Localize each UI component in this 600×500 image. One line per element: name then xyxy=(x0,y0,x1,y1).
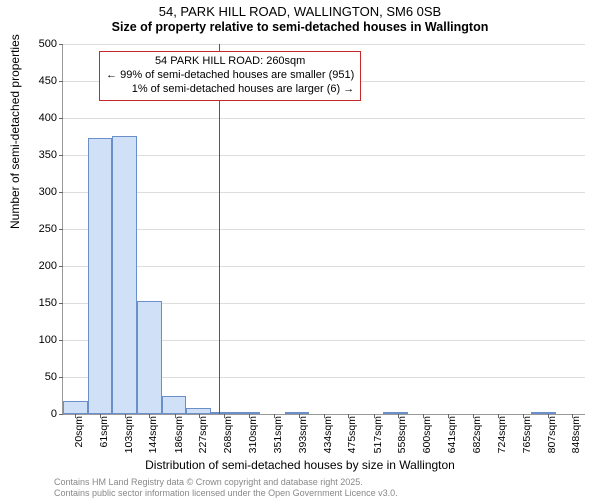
footer-line1: Contains HM Land Registry data © Crown c… xyxy=(54,477,398,487)
gridline xyxy=(63,155,585,156)
annotation-line3: 1% of semi-detached houses are larger (6… xyxy=(106,83,354,97)
footer: Contains HM Land Registry data © Crown c… xyxy=(54,477,398,498)
y-tick-label: 400 xyxy=(23,112,57,124)
title-address: 54, PARK HILL ROAD, WALLINGTON, SM6 0SB xyxy=(0,4,600,19)
annotation-line1: 54 PARK HILL ROAD: 260sqm xyxy=(106,55,354,69)
x-tick-label: 517sqm xyxy=(372,416,384,453)
y-axis-title-text: Number of semi-detached properties xyxy=(8,34,22,229)
annotation-box: 54 PARK HILL ROAD: 260sqm ← 99% of semi-… xyxy=(99,51,361,100)
y-tick-label: 150 xyxy=(23,297,57,309)
y-tick xyxy=(59,44,63,45)
y-tick xyxy=(59,81,63,82)
x-tick-label: 765sqm xyxy=(521,416,533,453)
y-axis-title: Number of semi-detached properties xyxy=(8,34,22,229)
y-tick xyxy=(59,192,63,193)
x-tick-label: 351sqm xyxy=(272,416,284,453)
y-tick xyxy=(59,266,63,267)
x-tick-label: 724sqm xyxy=(496,416,508,453)
y-tick-label: 0 xyxy=(23,408,57,420)
x-tick-label: 558sqm xyxy=(396,416,408,453)
x-tick-label: 682sqm xyxy=(471,416,483,453)
x-tick-label: 186sqm xyxy=(173,416,185,453)
y-tick-label: 200 xyxy=(23,260,57,272)
x-axis-title: Distribution of semi-detached houses by … xyxy=(0,458,600,472)
y-tick-label: 450 xyxy=(23,75,57,87)
histogram-bar xyxy=(137,301,162,414)
title-subtitle: Size of property relative to semi-detach… xyxy=(0,20,600,34)
x-tick-label: 103sqm xyxy=(123,416,135,453)
x-tick-label: 268sqm xyxy=(222,416,234,453)
gridline xyxy=(63,192,585,193)
histogram-bar xyxy=(285,412,310,414)
histogram-bar xyxy=(88,138,113,414)
x-tick-label: 227sqm xyxy=(197,416,209,453)
y-tick-label: 50 xyxy=(23,371,57,383)
chart-container: 54, PARK HILL ROAD, WALLINGTON, SM6 0SB … xyxy=(0,0,600,500)
y-tick-label: 350 xyxy=(23,149,57,161)
footer-line2: Contains public sector information licen… xyxy=(54,488,398,498)
histogram-bar xyxy=(235,412,260,414)
y-tick-label: 100 xyxy=(23,334,57,346)
x-tick-label: 20sqm xyxy=(73,416,85,448)
gridline xyxy=(63,266,585,267)
histogram-bar xyxy=(162,396,187,414)
y-tick xyxy=(59,118,63,119)
y-tick-label: 500 xyxy=(23,38,57,50)
x-tick-label: 848sqm xyxy=(570,416,582,453)
x-tick-label: 434sqm xyxy=(322,416,334,453)
annotation-line2: ← 99% of semi-detached houses are smalle… xyxy=(106,69,354,83)
gridline xyxy=(63,118,585,119)
y-tick xyxy=(59,155,63,156)
title-block: 54, PARK HILL ROAD, WALLINGTON, SM6 0SB … xyxy=(0,0,600,34)
histogram-bar xyxy=(63,401,88,414)
y-tick-label: 250 xyxy=(23,223,57,235)
x-tick-label: 310sqm xyxy=(247,416,259,453)
x-tick-label: 475sqm xyxy=(346,416,358,453)
y-tick-label: 300 xyxy=(23,186,57,198)
y-tick xyxy=(59,340,63,341)
x-tick-label: 807sqm xyxy=(546,416,558,453)
x-tick-label: 600sqm xyxy=(421,416,433,453)
y-tick xyxy=(59,303,63,304)
histogram-bar xyxy=(112,136,137,414)
x-tick-label: 393sqm xyxy=(297,416,309,453)
x-tick-label: 641sqm xyxy=(446,416,458,453)
y-tick xyxy=(59,377,63,378)
gridline xyxy=(63,44,585,45)
y-tick xyxy=(59,229,63,230)
x-tick-label: 144sqm xyxy=(147,416,159,453)
histogram-bar xyxy=(531,412,556,414)
plot-area: 05010015020025030035040045050020sqm61sqm… xyxy=(62,44,585,415)
gridline xyxy=(63,229,585,230)
y-tick xyxy=(59,414,63,415)
x-tick-label: 61sqm xyxy=(98,416,110,448)
histogram-bar xyxy=(383,412,408,414)
